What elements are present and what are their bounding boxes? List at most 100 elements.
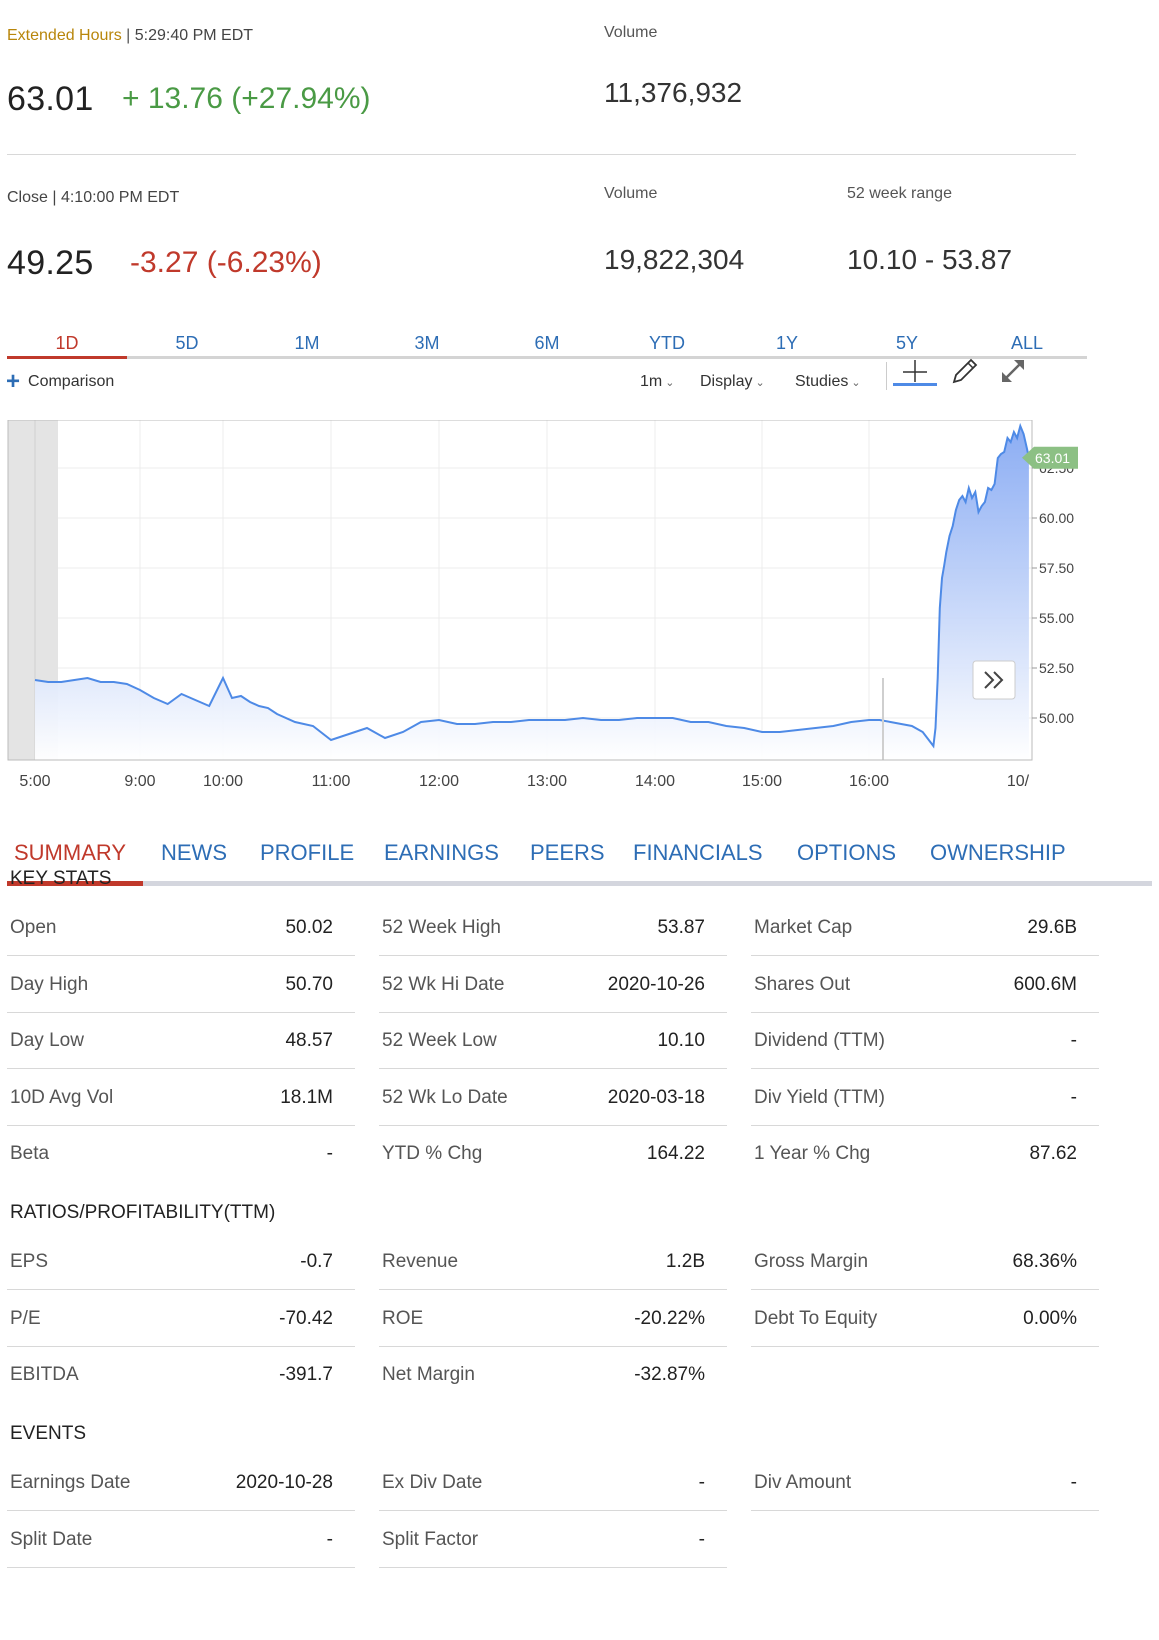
stat-label: Revenue (382, 1251, 459, 1272)
stat-value: -70.42 (279, 1307, 333, 1329)
close-label: Close | 4:10:00 PM EDT (7, 189, 180, 206)
stat-value: 87.62 (1029, 1143, 1077, 1164)
close-change: -3.27 (-6.23%) (130, 246, 322, 279)
stat-value: -0.7 (300, 1251, 333, 1272)
stat-value: - (1070, 1086, 1077, 1108)
price-line (34, 422, 1030, 749)
stat-row-gross-margin: Gross Margin 68.36% (751, 1231, 1099, 1290)
stat-label: 52 Wk Lo Date (382, 1086, 508, 1108)
tab-ownership[interactable]: OWNERSHIP (930, 840, 1066, 865)
chevron-down-icon: ⌄ (665, 377, 675, 389)
range-tab-all[interactable]: ALL (1010, 333, 1044, 353)
draw-button[interactable] (950, 356, 980, 386)
stat-label: 1 Year % Chg (754, 1143, 871, 1164)
tab-earnings[interactable]: EARNINGS (384, 840, 499, 865)
y-tick-label: 52.50 (1039, 660, 1074, 676)
stat-row-open: Open 50.02 (7, 897, 355, 956)
stat-label: Ex Div Date (382, 1472, 483, 1493)
close-volume: 19,822,304 (604, 244, 745, 275)
plot-frame (7, 420, 1033, 761)
stat-row-div-yield-ttm: Div Yield (TTM) - (751, 1067, 1099, 1126)
stat-label: Div Yield (TTM) (754, 1086, 885, 1108)
stat-label: 52 Week High (382, 917, 501, 938)
y-tick-label: 50.00 (1039, 710, 1074, 726)
section-tabs: SUMMARY NEWS PROFILE EARNINGS PEERS FINANCIAL… (7, 830, 1152, 886)
range-tab-1m[interactable]: 1M (294, 333, 320, 353)
range-tab-6m[interactable]: 6M (534, 333, 560, 353)
chevron-down-icon: ⌄ (851, 377, 861, 389)
stat-label: Shares Out (754, 973, 851, 995)
stat-label: 52 Wk Hi Date (382, 973, 505, 995)
fullscreen-button[interactable] (998, 356, 1028, 386)
stat-value: - (698, 1472, 705, 1493)
x-tick-label: 10:00 (203, 773, 243, 790)
stat-label: 10D Avg Vol (10, 1086, 114, 1108)
range-tab-3m[interactable]: 3M (414, 333, 440, 353)
stat-row-revenue: Revenue 1.2B (379, 1231, 727, 1290)
studies-dropdown[interactable]: Studies ⌄ (795, 373, 861, 391)
display-dropdown[interactable]: Display ⌄ (700, 373, 765, 391)
stat-label: Split Date (10, 1528, 93, 1550)
range-tab-5d[interactable]: 5D (175, 333, 199, 353)
close-price: 49.25 (7, 244, 94, 282)
stat-row-shares-out: Shares Out 600.6M (751, 954, 1099, 1013)
x-tick-label: 9:00 (124, 773, 155, 790)
x-axis: 5:00 9:00 10:00 11:00 12:00 13:00 14:00 15:00 16… (19, 773, 1029, 790)
stat-label: Div Amount (754, 1472, 852, 1493)
stat-label: Split Factor (382, 1528, 479, 1550)
stat-value: 50.70 (285, 973, 333, 995)
stat-row-split-factor: Split Factor - (379, 1509, 727, 1568)
stat-row-earnings-date: Earnings Date 2020-10-28 (7, 1452, 355, 1511)
separator: | (121, 27, 135, 44)
tab-peers[interactable]: PEERS (530, 840, 605, 865)
stat-row-split-date: Split Date - (7, 1509, 355, 1568)
scroll-right-button[interactable] (972, 660, 1016, 700)
stat-row-1-year-chg: 1 Year % Chg 87.62 (751, 1123, 1099, 1182)
stat-row-52-wk-hi-date: 52 Wk Hi Date 2020-10-26 (379, 954, 727, 1013)
range-tab-5y[interactable]: 5Y (895, 333, 919, 353)
y-tick-label: 57.50 (1039, 560, 1074, 576)
extended-volume: 11,376,932 (604, 77, 743, 108)
stat-label: Open (10, 917, 57, 938)
plus-icon: + (6, 368, 21, 395)
range-tab-1d[interactable]: 1D (7, 325, 127, 359)
stat-value: 50.02 (285, 917, 333, 938)
stat-row-ytd-chg: YTD % Chg 164.22 (379, 1123, 727, 1182)
chart-grid (8, 420, 1032, 760)
stat-row-ex-div-date: Ex Div Date - (379, 1452, 727, 1511)
stat-row-debt-to-equity: Debt To Equity 0.00% (751, 1288, 1099, 1347)
interval-label: 1m (640, 373, 663, 390)
stat-value: 48.57 (285, 1030, 333, 1051)
range-tab-ytd[interactable]: YTD (649, 333, 685, 353)
active-tab-underline (7, 881, 143, 886)
x-tick-label: 10/ (1007, 773, 1030, 790)
tab-options[interactable]: OPTIONS (797, 840, 897, 865)
comparison-button[interactable]: + Comparison (6, 368, 114, 396)
double-chevron-right-icon (984, 671, 1004, 689)
stat-value: - (326, 1143, 333, 1164)
extended-volume-label: Volume (604, 24, 658, 41)
week52-range-label: 52 week range (847, 185, 952, 202)
stat-row-52-week-high: 52 Week High 53.87 (379, 897, 727, 956)
stat-value: 10.10 (657, 1030, 705, 1051)
extended-hours-time: 5:29:40 PM EDT (134, 27, 254, 44)
x-tick-label: 16:00 (849, 773, 889, 790)
tab-financials[interactable]: FINANCIALS (633, 840, 763, 865)
last-price-label: 63.01 (1035, 450, 1070, 466)
interval-dropdown[interactable]: 1m ⌄ (640, 373, 674, 391)
x-tick-label: 12:00 (419, 773, 459, 790)
stat-value: -391.7 (279, 1364, 333, 1385)
stat-label: 52 Week Low (382, 1030, 497, 1051)
crosshair-button[interactable] (893, 356, 937, 388)
tab-summary[interactable]: SUMMARY (14, 840, 127, 865)
range-tab-1y[interactable]: 1Y (775, 333, 799, 353)
stat-row-beta: Beta - (7, 1123, 355, 1182)
stat-value: 600.6M (1013, 973, 1077, 995)
events-title: EVENTS (10, 1423, 87, 1444)
stat-label: Day High (10, 973, 89, 995)
tab-profile[interactable]: PROFILE (260, 840, 355, 865)
stat-value: - (1070, 1472, 1077, 1493)
stat-label: Market Cap (754, 917, 853, 938)
tab-news[interactable]: NEWS (161, 840, 227, 865)
